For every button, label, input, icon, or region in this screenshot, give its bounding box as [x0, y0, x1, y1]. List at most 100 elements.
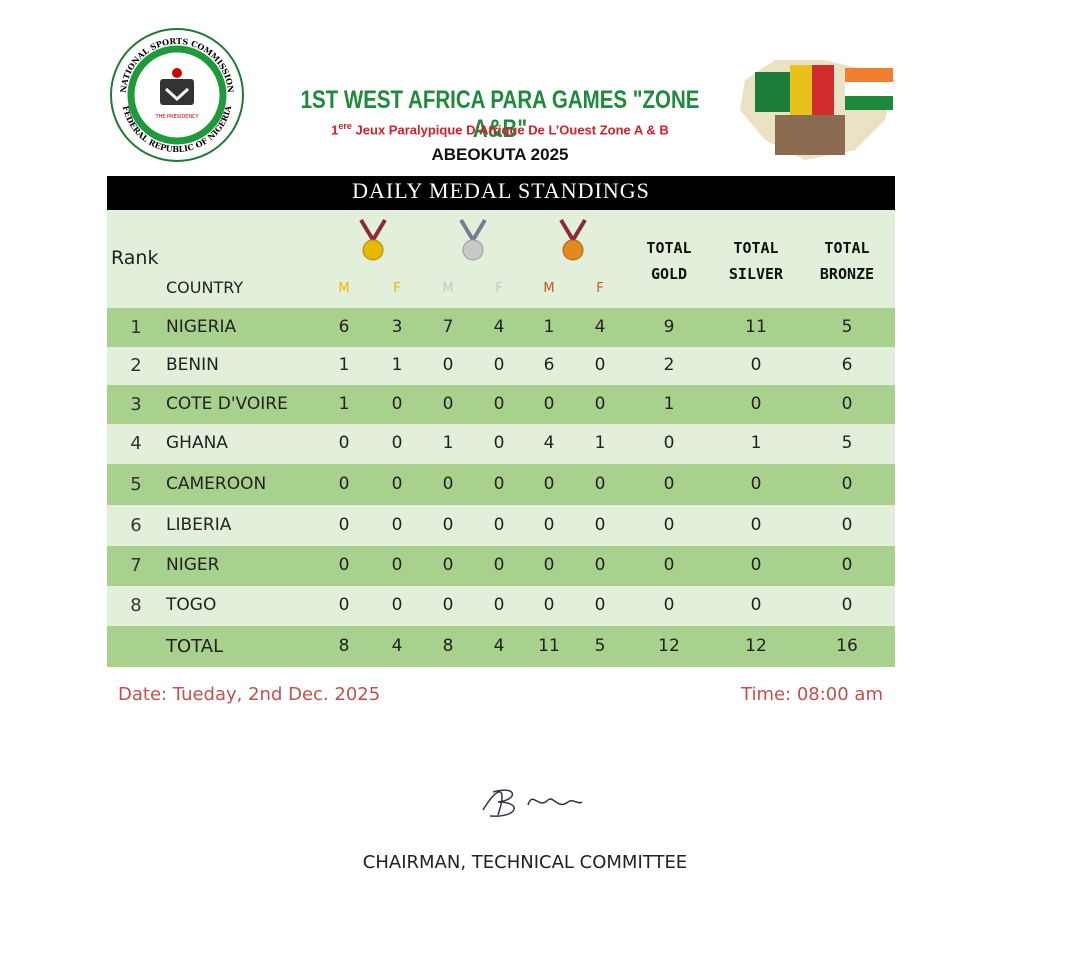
sex-header: M [338, 281, 350, 296]
map-graphic [740, 60, 895, 160]
cell: 0 [338, 514, 350, 535]
total-cell: 8 [338, 635, 350, 656]
rank: 1 [130, 316, 142, 338]
total-cell: 4 [493, 635, 505, 656]
total-cell: 4 [391, 635, 403, 656]
cell: 2 [663, 355, 675, 375]
table-row [107, 385, 895, 424]
rank: 2 [130, 355, 142, 376]
country-header: COUNTRY [166, 278, 244, 297]
cell: 6 [543, 355, 555, 375]
country: NIGERIA [166, 316, 237, 337]
cell: 0 [391, 555, 403, 575]
table-title: DAILY MEDAL STANDINGS [352, 178, 650, 203]
cell: 7 [442, 316, 454, 337]
total-header: TOTAL BRONZE [819, 239, 875, 283]
sex-header: M [543, 281, 555, 296]
country: NIGER [166, 555, 220, 575]
country: LIBERIA [166, 514, 232, 535]
country: BENIN [166, 355, 219, 375]
logo-center: THE PRESIDENCY [154, 114, 199, 120]
rank: 3 [130, 393, 142, 415]
cell: 0 [750, 595, 762, 615]
subtitle: 1ere Jeux Paralypique D’Afrique De L’Oue… [250, 121, 750, 137]
location: ABEOKUTA 2025 [431, 145, 569, 164]
table-row [107, 505, 895, 546]
cell: 0 [841, 514, 853, 535]
rank: 8 [130, 595, 142, 616]
rank: 6 [130, 514, 142, 536]
signature [482, 789, 583, 817]
cell: 1 [338, 393, 350, 414]
cell: 0 [338, 595, 350, 615]
total-cell: 8 [442, 635, 454, 656]
table-header [107, 210, 895, 308]
cell: 0 [493, 555, 505, 575]
cell: 0 [750, 355, 762, 375]
cell: 0 [663, 433, 675, 453]
cell: 0 [442, 355, 454, 375]
cell: 1 [543, 316, 555, 337]
cell: 6 [841, 355, 853, 375]
cell: 1 [594, 433, 606, 453]
country: CAMEROON [166, 473, 267, 494]
cell: 0 [391, 595, 403, 615]
cell: 1 [442, 433, 454, 453]
total-cell: 16 [836, 635, 858, 656]
cell: 0 [391, 473, 403, 494]
cell: 0 [391, 514, 403, 535]
cell: 0 [493, 433, 505, 453]
rank: 7 [130, 555, 142, 576]
cell: 0 [338, 555, 350, 575]
cell: 0 [594, 393, 606, 414]
cell: 0 [543, 514, 555, 535]
cell: 6 [338, 316, 350, 337]
signatory: CHAIRMAN, TECHNICAL COMMITTEE [362, 852, 688, 873]
country: COTE D'VOIRE [166, 393, 288, 414]
table-row [107, 347, 895, 385]
country: TOGO [166, 595, 217, 615]
rank-header: Rank [111, 247, 159, 269]
cell: 0 [663, 595, 675, 615]
cell: 0 [594, 555, 606, 575]
total-label: TOTAL [166, 635, 224, 657]
date: Date: Tueday, 2nd Dec. 2025 [118, 684, 381, 705]
cell: 0 [493, 473, 505, 494]
total-row [107, 626, 895, 667]
cell: 5 [841, 433, 853, 453]
cell: 3 [391, 316, 403, 337]
table-row [107, 308, 895, 347]
rank: 4 [130, 433, 142, 454]
logo: NATIONAL SPORTS COMMISSION FEDERAL REPUB… [110, 28, 244, 162]
cell: 0 [841, 473, 853, 494]
cell: 0 [750, 514, 762, 535]
cell: 0 [493, 514, 505, 535]
cell: 0 [594, 595, 606, 615]
cell: 5 [841, 316, 853, 337]
cell: 0 [493, 355, 505, 375]
time: Time: 08:00 am [741, 684, 883, 705]
country: GHANA [166, 433, 228, 453]
total-cell: 5 [594, 635, 606, 656]
cell: 1 [338, 355, 350, 375]
cell: 0 [750, 473, 762, 494]
cell: 1 [663, 393, 675, 414]
cell: 0 [543, 473, 555, 494]
table-row [107, 546, 895, 586]
title: 1ST WEST AFRICA PARA GAMES "ZONE A&B" [300, 86, 700, 143]
cell: 4 [594, 316, 606, 337]
cell: 0 [841, 555, 853, 575]
cell: 0 [442, 514, 454, 535]
table-row [107, 424, 895, 464]
cell: 0 [663, 514, 675, 535]
cell: 0 [750, 393, 762, 414]
cell: 0 [841, 393, 853, 414]
cell: 1 [391, 355, 403, 375]
cell: 0 [543, 393, 555, 414]
sex-header: F [495, 281, 503, 296]
cell: 4 [493, 316, 505, 337]
total-cell: 12 [745, 635, 767, 656]
table-title-bar [107, 176, 895, 210]
total-header: TOTAL SILVER [728, 239, 784, 283]
